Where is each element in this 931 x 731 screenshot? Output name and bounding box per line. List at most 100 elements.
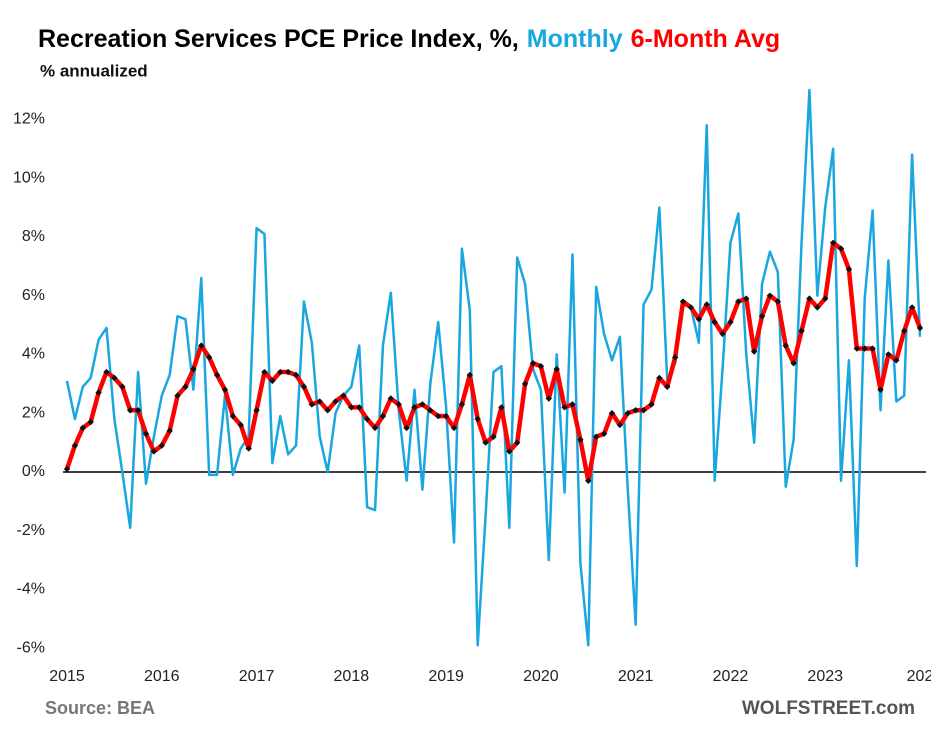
data-point [490, 433, 497, 440]
data-point [103, 368, 110, 376]
data-point [498, 404, 505, 411]
data-point [292, 371, 300, 379]
data-point [758, 313, 766, 320]
data-point [340, 392, 347, 399]
data-point [845, 266, 853, 273]
data-point [656, 374, 663, 382]
x-tick-label: 202 [907, 668, 931, 685]
data-point [79, 424, 86, 432]
legend-entry: 6-Month Avg [631, 25, 781, 53]
data-point [158, 442, 165, 449]
data-point [592, 433, 600, 440]
y-tick-label: 10% [13, 169, 45, 186]
data-point [427, 407, 434, 414]
data-point [766, 292, 774, 299]
chart-subtitle: % annualized [40, 61, 148, 80]
data-point [411, 404, 418, 411]
data-point [458, 401, 466, 408]
data-point [506, 448, 513, 455]
data-point [719, 330, 726, 338]
data-point [600, 430, 608, 437]
chart-title-line: Recreation Services PCE Price Index, %, M… [38, 25, 780, 53]
data-point [450, 424, 458, 432]
data-point [482, 439, 489, 446]
series-line [65, 88, 922, 647]
y-tick-label: 4% [22, 346, 45, 363]
data-point [284, 368, 292, 376]
data-point [213, 371, 221, 379]
x-tick-label: 2017 [239, 668, 275, 685]
chart-title: Recreation Services PCE Price Index, %, [38, 25, 519, 53]
data-point [356, 404, 363, 411]
data-point [829, 239, 837, 246]
data-point [348, 404, 355, 411]
data-point [403, 424, 410, 432]
data-point [837, 245, 845, 252]
source: Source: BEA [45, 698, 155, 718]
data-point [126, 407, 134, 414]
data-point [71, 442, 79, 449]
data-point [150, 448, 158, 455]
data-point [269, 377, 276, 385]
data-point [142, 430, 150, 437]
data-point [671, 354, 679, 361]
data-point [300, 383, 308, 390]
x-tick-label: 2021 [618, 668, 654, 685]
data-point [814, 304, 821, 311]
y-tick-label: -2% [17, 522, 45, 539]
data-point [174, 392, 181, 399]
data-point [537, 362, 545, 370]
data-point [648, 401, 655, 408]
data-point [553, 365, 560, 373]
data-point [774, 298, 782, 305]
data-point [679, 298, 687, 305]
data-point [513, 439, 521, 446]
data-point [363, 415, 371, 423]
y-tick-label: 12% [13, 111, 45, 128]
x-tick-label: 2019 [428, 668, 464, 685]
x-tick-label: 2023 [807, 668, 843, 685]
data-point [798, 327, 805, 335]
x-tick-label: 2016 [144, 668, 180, 685]
data-point [435, 412, 442, 420]
y-tick-label: 6% [22, 287, 45, 304]
data-point [861, 345, 868, 352]
data-point [111, 374, 118, 382]
data-point [521, 380, 529, 388]
data-point [577, 436, 584, 443]
data-point [790, 360, 797, 367]
data-point [908, 304, 916, 311]
data-point [442, 412, 450, 420]
data-point [782, 342, 789, 349]
data-point [87, 418, 94, 426]
data-point [316, 398, 323, 405]
data-point [198, 342, 205, 349]
data-point [561, 404, 568, 411]
data-point [182, 383, 189, 390]
data-point [371, 424, 379, 432]
y-tick-label: 8% [22, 228, 45, 245]
data-point [901, 327, 908, 335]
y-tick-label: -6% [17, 639, 45, 656]
data-point [466, 371, 474, 379]
data-point [806, 295, 813, 302]
data-point [885, 351, 892, 358]
data-point [277, 368, 284, 376]
data-point [332, 398, 339, 405]
data-point [569, 401, 576, 408]
data-point [166, 427, 173, 435]
credit: WOLFSTREET.com [742, 698, 915, 719]
data-point [221, 386, 229, 393]
data-point [395, 401, 402, 408]
y-tick-label: 0% [22, 463, 45, 480]
x-tick-label: 2022 [713, 668, 749, 685]
data-point [703, 301, 710, 308]
data-point [687, 304, 695, 311]
data-point [893, 357, 900, 364]
data-point [205, 354, 213, 361]
data-point [190, 365, 197, 373]
data-point [640, 407, 647, 414]
data-point [134, 407, 142, 414]
